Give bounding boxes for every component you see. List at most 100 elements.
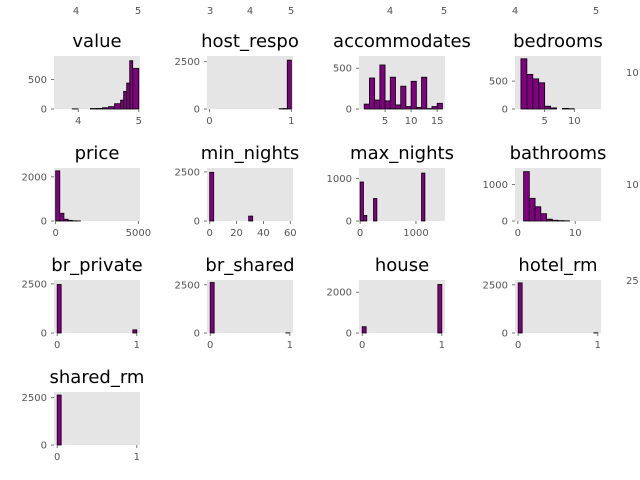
panel-title: max_nights (350, 143, 454, 164)
plot-area (54, 168, 140, 221)
top-strip-tick-label: 5 (135, 6, 141, 17)
histogram-bar (550, 107, 557, 110)
histogram-bar (59, 212, 65, 222)
plot-area (54, 280, 140, 333)
y-tick-label: 2500 (22, 393, 47, 404)
histogram-bar (108, 106, 115, 110)
panel-title: br_private (51, 255, 142, 276)
x-tick-label: 0 (206, 116, 212, 127)
histogram-bar (129, 60, 134, 110)
y-tick-label: 1000 (483, 180, 508, 191)
x-tick-label: 60 (284, 228, 297, 239)
x-tick-label: 1 (439, 340, 445, 351)
y-tick-label: 0 (346, 329, 352, 340)
histogram-bar (286, 59, 292, 110)
histogram-bar (123, 90, 128, 110)
top-strip-tick-label: 5 (441, 6, 447, 17)
histogram-bar (384, 100, 391, 110)
histogram-bar (405, 106, 412, 110)
histogram-bar (363, 215, 368, 222)
x-tick-label: 1 (288, 116, 294, 127)
x-tick-label: 0 (357, 228, 363, 239)
histogram-bar (132, 329, 138, 334)
histogram-bar (114, 103, 122, 110)
y-tick-label: 2500 (175, 57, 200, 68)
y-tick-label: 500 (28, 75, 47, 86)
plot-area (207, 56, 293, 109)
x-tick-label: 0 (54, 340, 60, 351)
histogram-panel-shared_rm: shared_rm 0 1 0 2500 (22, 367, 145, 463)
y-tick-label: 0 (346, 217, 352, 228)
x-tick-label: 1000 (403, 228, 428, 239)
panel-title: bedrooms (513, 31, 603, 52)
x-tick-label: 1 (134, 452, 140, 463)
histogram-panel-hotel_rm: hotel_rm 0 1 0 2500 (483, 255, 601, 351)
y-tick-label: 0 (502, 329, 508, 340)
histogram-bar (56, 394, 62, 446)
x-tick-label: 20 (230, 228, 243, 239)
histogram-bar (551, 219, 559, 222)
histogram-bar (528, 197, 536, 222)
histogram-bar (95, 108, 103, 110)
x-tick-label: 10 (405, 116, 418, 127)
side-strip-label: 10 (626, 180, 639, 191)
histogram-bar (363, 103, 370, 110)
y-tick-label: 500 (333, 64, 352, 75)
histogram-bar (431, 106, 438, 110)
histogram-panel-max_nights: max_nights 0 1000 0 1000 (327, 143, 454, 239)
x-tick-label: 5000 (126, 228, 151, 239)
histogram-bar (562, 108, 569, 110)
x-tick-label: 0 (52, 228, 58, 239)
x-tick-label: 1 (595, 340, 601, 351)
y-tick-label: 2500 (22, 279, 47, 290)
y-tick-label: 0 (41, 329, 47, 340)
x-tick-label: 0 (54, 452, 60, 463)
histogram-bar (415, 106, 422, 110)
histogram-panel-host_respo: host_respo 0 1 0 2500 (175, 31, 299, 127)
histogram-bar (540, 213, 547, 222)
y-tick-label: 0 (346, 105, 352, 116)
histogram-panel-bedrooms: bedrooms 5 10 0 500 (489, 31, 603, 127)
x-tick-label: 5 (136, 116, 142, 127)
y-tick-label: 0 (41, 105, 47, 116)
y-tick-label: 2000 (22, 172, 47, 183)
plot-area (359, 280, 445, 333)
histogram-bar (436, 102, 443, 110)
y-tick-label: 0 (194, 105, 200, 116)
histogram-bar (132, 67, 140, 110)
y-tick-label: 500 (489, 77, 508, 88)
histogram-panel-bathrooms: bathrooms 0 10 0 1000 (483, 143, 607, 239)
x-tick-label: 5 (382, 116, 388, 127)
y-tick-label: 0 (41, 441, 47, 452)
x-tick-label: 15 (431, 116, 444, 127)
panel-title: price (75, 143, 120, 164)
top-strip-tick-label: 5 (288, 6, 294, 17)
plot-area (207, 280, 293, 333)
top-strip-tick-label: 4 (73, 6, 79, 17)
histogram-bar (544, 105, 551, 110)
histogram-bar (410, 80, 417, 110)
histogram-bar (421, 172, 426, 222)
y-tick-label: 2500 (483, 280, 508, 291)
histogram-bar (520, 58, 528, 110)
histogram-bar (56, 284, 62, 334)
histogram-bar (437, 284, 443, 334)
x-tick-label: 0 (207, 340, 213, 351)
x-tick-label: 40 (257, 228, 270, 239)
plot-area (359, 168, 445, 221)
histogram-bar (526, 74, 534, 110)
y-tick-label: 2500 (175, 280, 200, 291)
y-tick-label: 0 (502, 105, 508, 116)
plot-area (54, 392, 140, 445)
histogram-panel-br_shared: br_shared 0 1 0 2500 (175, 255, 295, 351)
histogram-bar (209, 171, 215, 222)
histogram-panel-accommodates: accommodates 5 10 15 0 500 (333, 31, 471, 127)
histogram-bar (67, 219, 73, 222)
histogram-bar (400, 85, 407, 110)
histogram-bar (517, 282, 523, 334)
histogram-bar (389, 76, 396, 110)
x-tick-label: 5 (541, 116, 547, 127)
x-tick-label: 1 (287, 340, 293, 351)
histogram-bar (209, 282, 215, 334)
